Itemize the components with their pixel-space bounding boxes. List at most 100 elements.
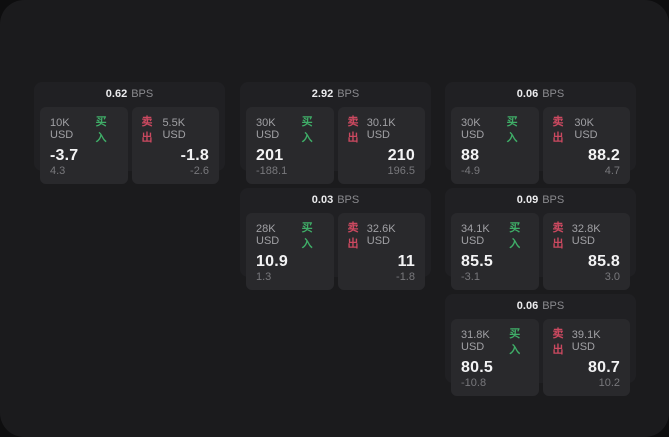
buy-price: 201 (256, 147, 284, 164)
bps-suffix: BPS (337, 88, 360, 100)
bps-suffix: BPS (337, 194, 360, 206)
buy-size: 31.8K USD (461, 329, 490, 353)
sell-panel[interactable]: 卖出 32.6K USD 11 -1.8 (337, 213, 425, 290)
buy-price: 10.9 (256, 253, 288, 270)
bps-header: 0.62 BPS (40, 82, 219, 107)
sell-size: 32.8K USD (571, 223, 601, 247)
bps-suffix: BPS (131, 88, 154, 100)
quote-panels: 28K USD 买入 10.9 1.3 卖出 32.6K USD 11 -1.8 (246, 213, 425, 290)
quote-panels: 31.8K USD 买入 80.5 -10.8 卖出 39.1K USD 80.… (451, 319, 630, 396)
bps-header: 0.09 BPS (451, 188, 630, 213)
sell-price: 11 (397, 253, 415, 270)
buy-panel-top: 30K USD 买入 (256, 113, 324, 145)
buy-sub-value: 1.3 (256, 271, 272, 283)
buy-side-label: 买入 (506, 116, 518, 144)
sell-panel-top: 卖出 32.8K USD (553, 219, 621, 251)
quote-card: 0.09 BPS 34.1K USD 买入 85.5 -3.1 卖出 32.8K… (445, 188, 636, 290)
sell-sub-value: 196.5 (387, 165, 415, 177)
bps-suffix: BPS (542, 300, 565, 312)
bps-header: 2.92 BPS (246, 82, 425, 107)
quote-panels: 30K USD 买入 88 -4.9 卖出 30K USD 88.2 4.7 (451, 107, 630, 184)
bps-value: 0.03 (311, 194, 334, 206)
sell-size: 30K USD (574, 117, 598, 141)
buy-size: 28K USD (256, 223, 280, 247)
buy-panel-top: 30K USD 买入 (461, 113, 529, 145)
sell-price: -1.8 (180, 147, 209, 164)
buy-sub-value: -3.1 (461, 271, 480, 283)
sell-panel-top: 卖出 39.1K USD (553, 325, 621, 357)
sell-side-label: 卖出 (347, 222, 359, 250)
sell-panel[interactable]: 卖出 5.5K USD -1.8 -2.6 (131, 107, 219, 184)
buy-side-label: 买入 (301, 222, 313, 250)
bps-value: 2.92 (311, 88, 334, 100)
sell-price: 85.8 (588, 253, 620, 270)
sell-panel[interactable]: 卖出 30.1K USD 210 196.5 (337, 107, 425, 184)
buy-sub-value: -10.8 (461, 377, 487, 389)
sell-size: 39.1K USD (571, 329, 601, 353)
buy-panel-top: 31.8K USD 买入 (461, 325, 529, 357)
sell-sub-value: 4.7 (604, 165, 620, 177)
bps-value: 0.06 (516, 300, 539, 312)
buy-panel-top: 10K USD 买入 (50, 113, 118, 145)
buy-price: 88 (461, 147, 480, 164)
buy-panel[interactable]: 34.1K USD 买入 85.5 -3.1 (451, 213, 539, 290)
sell-panel[interactable]: 卖出 30K USD 88.2 4.7 (542, 107, 630, 184)
bps-header: 0.03 BPS (246, 188, 425, 213)
buy-price: -3.7 (50, 147, 79, 164)
bps-header: 0.06 BPS (451, 294, 630, 319)
sell-side-label: 卖出 (552, 116, 564, 144)
sell-side-label: 卖出 (552, 222, 564, 250)
sell-sub-value: -2.6 (190, 165, 209, 177)
quote-card: 0.03 BPS 28K USD 买入 10.9 1.3 卖出 32.6K US… (240, 188, 431, 290)
bps-suffix: BPS (542, 194, 565, 206)
bps-header: 0.06 BPS (451, 82, 630, 107)
sell-sub-value: 10.2 (598, 377, 620, 389)
buy-price: 85.5 (461, 253, 493, 270)
buy-side-label: 买入 (509, 328, 521, 356)
buy-panel[interactable]: 30K USD 买入 88 -4.9 (451, 107, 539, 184)
sell-side-label: 卖出 (141, 116, 153, 144)
sell-side-label: 卖出 (347, 116, 359, 144)
buy-panel[interactable]: 31.8K USD 买入 80.5 -10.8 (451, 319, 539, 396)
sell-panel[interactable]: 卖出 39.1K USD 80.7 10.2 (542, 319, 630, 396)
quote-panels: 34.1K USD 买入 85.5 -3.1 卖出 32.8K USD 85.8… (451, 213, 630, 290)
sell-price: 210 (387, 147, 415, 164)
quote-card: 0.06 BPS 30K USD 买入 88 -4.9 卖出 30K USD 8… (445, 82, 636, 184)
sell-sub-value: -1.8 (396, 271, 415, 283)
buy-size: 30K USD (461, 117, 485, 141)
buy-size: 34.1K USD (461, 223, 490, 247)
sell-size: 5.5K USD (162, 117, 186, 141)
sell-side-label: 卖出 (552, 328, 564, 356)
buy-size: 30K USD (256, 117, 280, 141)
quote-panels: 30K USD 买入 201 -188.1 卖出 30.1K USD 210 1… (246, 107, 425, 184)
bps-value: 0.06 (516, 88, 539, 100)
buy-panel[interactable]: 10K USD 买入 -3.7 4.3 (40, 107, 128, 184)
sell-panel[interactable]: 卖出 32.8K USD 85.8 3.0 (542, 213, 630, 290)
sell-panel-top: 卖出 30.1K USD (348, 113, 416, 145)
buy-panel-top: 28K USD 买入 (256, 219, 324, 251)
buy-price: 80.5 (461, 359, 493, 376)
buy-panel[interactable]: 30K USD 买入 201 -188.1 (246, 107, 334, 184)
sell-price: 88.2 (588, 147, 620, 164)
buy-size: 10K USD (50, 117, 74, 141)
bps-value: 0.62 (105, 88, 128, 100)
quote-card: 0.62 BPS 10K USD 买入 -3.7 4.3 卖出 5.5K USD… (34, 82, 225, 184)
quote-card: 0.06 BPS 31.8K USD 买入 80.5 -10.8 卖出 39.1… (445, 294, 636, 396)
buy-side-label: 买入 (301, 116, 313, 144)
quote-card: 2.92 BPS 30K USD 买入 201 -188.1 卖出 30.1K … (240, 82, 431, 184)
sell-panel-top: 卖出 30K USD (553, 113, 621, 145)
buy-panel[interactable]: 28K USD 买入 10.9 1.3 (246, 213, 334, 290)
sell-size: 30.1K USD (366, 117, 396, 141)
sell-panel-top: 卖出 5.5K USD (142, 113, 210, 145)
sell-sub-value: 3.0 (604, 271, 620, 283)
buy-panel-top: 34.1K USD 买入 (461, 219, 529, 251)
bps-suffix: BPS (542, 88, 565, 100)
buy-sub-value: 4.3 (50, 165, 66, 177)
bps-value: 0.09 (516, 194, 539, 206)
sell-size: 32.6K USD (366, 223, 396, 247)
buy-side-label: 买入 (95, 116, 107, 144)
buy-side-label: 买入 (509, 222, 521, 250)
sell-price: 80.7 (588, 359, 620, 376)
buy-sub-value: -188.1 (256, 165, 288, 177)
